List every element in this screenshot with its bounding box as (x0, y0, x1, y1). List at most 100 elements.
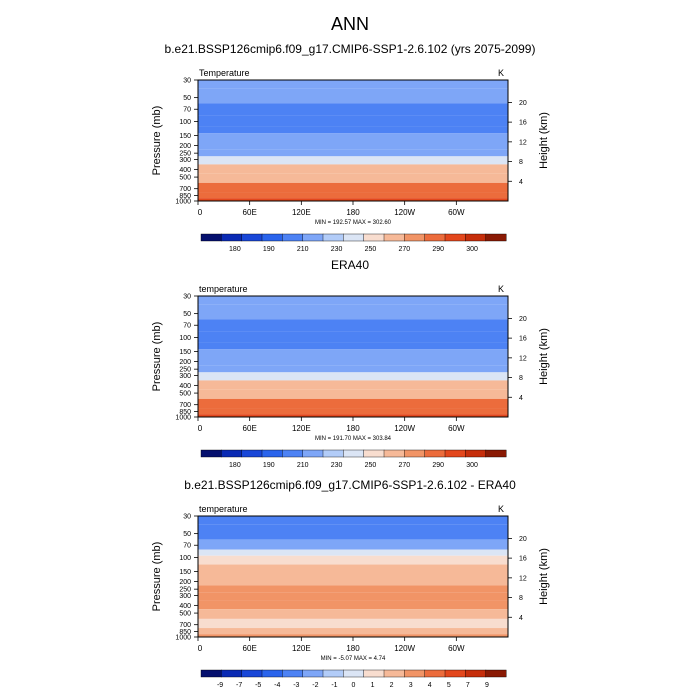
panel-3: b.e21.BSSP126cmip6.f09_g17.CMIP6-SSP1-2.… (151, 478, 550, 689)
x-tick-label: 120W (394, 208, 415, 217)
height-tick-label: 12 (519, 575, 527, 582)
x-tick-label: 60W (448, 208, 465, 217)
colorbar-label: 3 (409, 682, 413, 689)
contour-band (198, 555, 508, 565)
contour-band (198, 156, 508, 165)
colorbar-label: -5 (255, 682, 261, 689)
colorbar-segment (444, 669, 466, 678)
colorbar-label: -9 (217, 682, 223, 689)
colorbar-label: 2 (390, 682, 394, 689)
colorbar-segment (363, 669, 385, 678)
height-tick-label: 4 (519, 179, 523, 186)
colorbar-segment (343, 233, 365, 242)
y-tick-label: 250 (179, 587, 191, 594)
colorbar-segment (322, 233, 344, 242)
variable-label: temperature (199, 284, 248, 294)
contour-band (198, 80, 508, 89)
colorbar-segment (424, 449, 446, 458)
x-tick-label: 0 (198, 424, 203, 433)
y-tick-label: 400 (179, 383, 191, 390)
right-axis-label: Height (km) (538, 112, 550, 169)
height-tick-label: 8 (519, 159, 523, 166)
contour-band (198, 149, 508, 157)
variable-label: temperature (199, 504, 248, 514)
colorbar-segment (221, 449, 243, 458)
contour-band (198, 198, 508, 201)
y-tick-label: 30 (183, 514, 191, 521)
colorbar-segment (221, 669, 243, 678)
height-tick-label: 16 (519, 120, 527, 127)
y-tick-label: 500 (179, 611, 191, 618)
contour-band (198, 296, 508, 305)
colorbar-segment (465, 449, 487, 458)
contour-band (198, 398, 508, 409)
height-tick-label: 4 (519, 395, 523, 402)
y-axis-label: Pressure (mb) (151, 106, 163, 176)
y-tick-label: 400 (179, 603, 191, 610)
y-tick-label: 250 (179, 367, 191, 374)
y-tick-label: 150 (179, 133, 191, 140)
colorbar-segment (465, 233, 487, 242)
contour-band (198, 564, 508, 577)
y-tick-label: 500 (179, 391, 191, 398)
x-tick-label: 60E (243, 644, 257, 653)
right-axis-label: Height (km) (538, 548, 550, 605)
contour-band (198, 634, 508, 637)
colorbar-label: 300 (466, 462, 478, 469)
contour-band (198, 389, 508, 399)
colorbar-segment (343, 449, 365, 458)
y-tick-label: 1000 (175, 415, 191, 422)
colorbar-label: -2 (312, 682, 318, 689)
colorbar-segment (241, 449, 263, 458)
contour-band (198, 408, 508, 415)
contour-band (198, 115, 508, 127)
y-tick-label: 300 (179, 157, 191, 164)
contour-band (198, 356, 508, 366)
contour-band (198, 372, 508, 381)
x-tick-label: 120W (394, 424, 415, 433)
contour-band (198, 365, 508, 373)
contour-band (198, 319, 508, 332)
colorbar-label: 210 (297, 246, 309, 253)
height-tick-label: 20 (519, 536, 527, 543)
colorbar-label: 190 (263, 246, 275, 253)
colorbar-segment (261, 449, 283, 458)
contour-band (198, 126, 508, 134)
panel-1: b.e21.BSSP126cmip6.f09_g17.CMIP6-SSP1-2.… (151, 42, 550, 253)
colorbar-label: 7 (466, 682, 470, 689)
contour-band (198, 380, 508, 390)
panels: b.e21.BSSP126cmip6.f09_g17.CMIP6-SSP1-2.… (151, 42, 550, 689)
y-tick-label: 700 (179, 186, 191, 193)
height-tick-label: 16 (519, 336, 527, 343)
colorbar-segment (282, 669, 304, 678)
y-tick-label: 30 (183, 294, 191, 301)
y-tick-label: 300 (179, 593, 191, 600)
x-tick-label: 180 (346, 424, 360, 433)
y-tick-label: 100 (179, 119, 191, 126)
y-tick-label: 1000 (175, 635, 191, 642)
x-tick-label: 60W (448, 644, 465, 653)
y-tick-label: 150 (179, 569, 191, 576)
colorbar-segment (444, 449, 466, 458)
x-tick-label: 180 (346, 208, 360, 217)
colorbar-segment (241, 669, 263, 678)
x-tick-label: 120E (292, 424, 311, 433)
height-tick-label: 20 (519, 100, 527, 107)
panel-title: b.e21.BSSP126cmip6.f09_g17.CMIP6-SSP1-2.… (184, 478, 516, 492)
colorbar-segment (302, 669, 324, 678)
contour-band (198, 414, 508, 417)
colorbar-segment (485, 449, 507, 458)
height-tick-label: 12 (519, 355, 527, 362)
colorbar-segment (383, 669, 405, 678)
contour-band (198, 192, 508, 199)
y-tick-label: 700 (179, 622, 191, 629)
y-tick-label: 400 (179, 167, 191, 174)
panel-title: ERA40 (331, 258, 369, 272)
y-axis-label: Pressure (mb) (151, 322, 163, 392)
colorbar-label: 5 (447, 682, 451, 689)
x-tick-label: 60W (448, 424, 465, 433)
colorbar-segment (383, 233, 405, 242)
colorbar-label: -7 (236, 682, 242, 689)
y-tick-label: 70 (183, 543, 191, 550)
colorbar-label: 290 (432, 246, 444, 253)
